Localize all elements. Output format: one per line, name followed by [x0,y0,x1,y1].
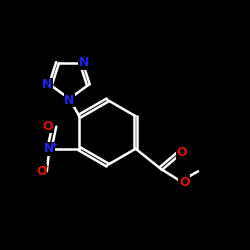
Text: O: O [176,146,187,159]
Text: O: O [179,176,190,189]
Text: N: N [79,56,89,69]
Text: O: O [43,120,54,133]
Text: −: − [42,162,49,171]
Text: N: N [42,78,52,92]
Text: N: N [44,142,54,155]
Text: O: O [36,165,47,178]
Text: N: N [64,94,74,106]
Text: +: + [50,140,57,149]
